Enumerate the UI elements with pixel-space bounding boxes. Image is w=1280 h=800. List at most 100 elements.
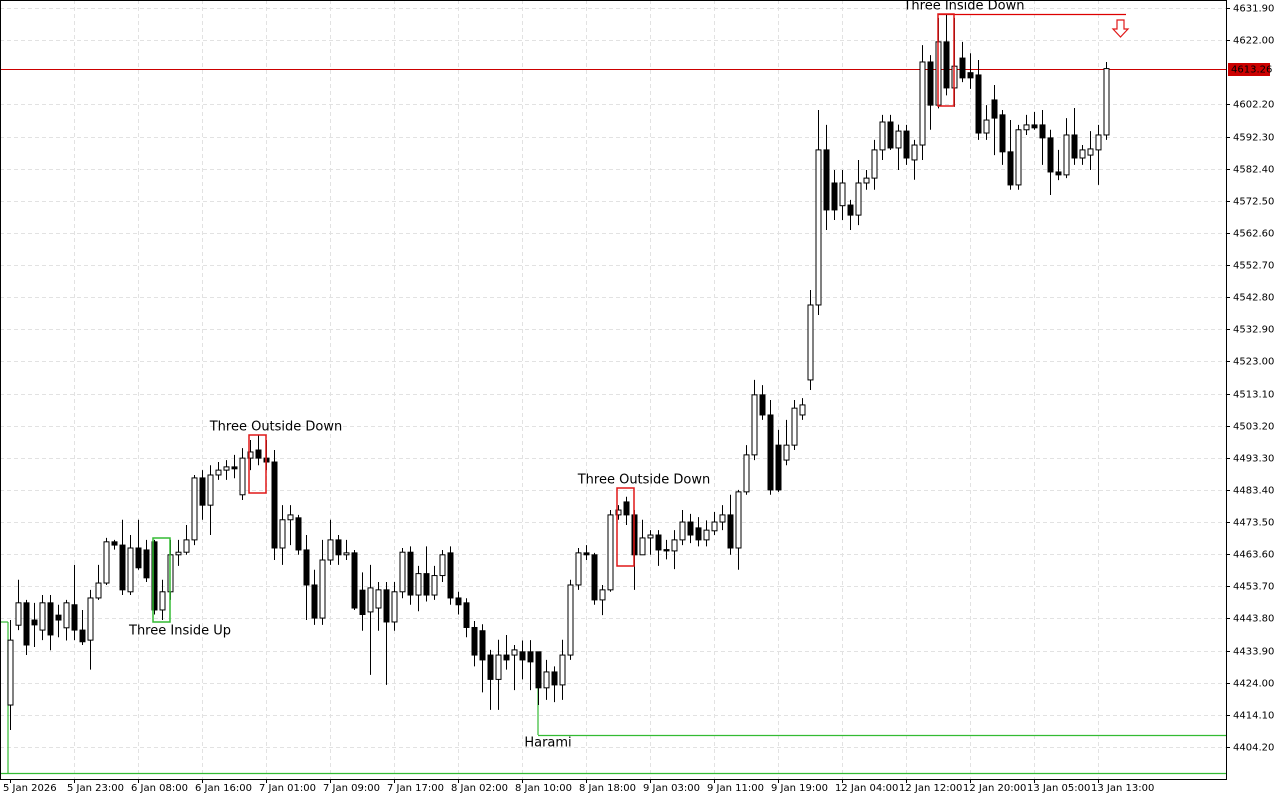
candle-body [911, 144, 918, 161]
candle-body [1079, 149, 1086, 159]
current-price-box [1228, 63, 1270, 76]
candle-body [711, 521, 718, 532]
y-tick-label: 4631.90 [1233, 4, 1274, 15]
candle-body [415, 573, 422, 596]
pattern-label: Three Outside Down [209, 420, 343, 435]
x-tick-label: 5 Jan 2026 [3, 783, 57, 794]
candle-body [1055, 171, 1062, 176]
candle-body [759, 394, 766, 416]
candle-body [535, 651, 542, 689]
candle-body [543, 671, 550, 689]
pattern-label: Harami [524, 736, 571, 751]
candle-body [1039, 124, 1046, 139]
candle-body [671, 539, 678, 552]
candle-body [591, 554, 598, 601]
candle-body [655, 534, 662, 551]
y-tick-label: 4424.00 [1233, 679, 1274, 690]
candle-body [439, 554, 446, 577]
candle-body [127, 547, 134, 593]
candle-body [727, 514, 734, 549]
x-tick-label: 8 Jan 18:00 [579, 783, 636, 794]
candle-body [863, 177, 870, 184]
candle-body [63, 602, 70, 629]
y-tick-label: 4523.00 [1233, 357, 1274, 368]
x-tick-label: 13 Jan 05:00 [1027, 783, 1090, 794]
candle-body [319, 559, 326, 619]
candle-body [743, 454, 750, 493]
candle-body [735, 491, 742, 549]
axes: 4631.90 4622.00 4602.20 4592.30 4582.40 4572.… [3, 4, 1274, 795]
candle-body [927, 61, 934, 106]
y-tick-label: 4473.50 [1233, 518, 1274, 529]
x-tick-label: 12 Jan 12:00 [899, 783, 962, 794]
y-tick-label: 4404.20 [1233, 743, 1274, 754]
candle-body [295, 517, 302, 551]
candle-body [879, 121, 886, 151]
candle-body [1103, 68, 1110, 136]
candle-body [31, 619, 38, 626]
candle-body [751, 394, 758, 456]
candle-body [607, 514, 614, 591]
candle-body [191, 477, 198, 541]
candle-body [87, 597, 94, 641]
candle-body [503, 654, 510, 661]
x-tick-label: 7 Jan 17:00 [387, 783, 444, 794]
candle-body [615, 509, 622, 516]
candle-body [423, 573, 430, 596]
candle-body [487, 654, 494, 680]
candle-body [391, 591, 398, 623]
levels [0, 13, 1226, 775]
candle-body [815, 149, 822, 306]
candle-body [1047, 137, 1054, 173]
candle-body [975, 74, 982, 134]
candle-body [7, 639, 14, 706]
candles [7, 14, 1110, 731]
x-tick-label: 5 Jan 23:00 [67, 783, 124, 794]
candle-body [895, 130, 902, 149]
candle-body [663, 549, 670, 552]
candle-body [255, 449, 262, 459]
y-tick-label: 4622.00 [1233, 36, 1274, 47]
y-tick-label: 4503.20 [1233, 422, 1274, 433]
candle-body [1087, 148, 1094, 156]
candle-body [583, 552, 590, 556]
candle-body [351, 552, 358, 609]
candle-body [983, 119, 990, 134]
candle-body [327, 539, 334, 561]
candle-body [559, 654, 566, 686]
candle-body [695, 527, 702, 541]
candle-body [703, 529, 710, 541]
y-tick-label: 4414.10 [1233, 711, 1274, 722]
candle-body [1007, 151, 1014, 186]
pattern-box [937, 13, 955, 107]
candle-body [839, 182, 846, 207]
y-tick-label: 4562.60 [1233, 229, 1274, 240]
y-tick-label: 4532.90 [1233, 325, 1274, 336]
candle-body [199, 477, 206, 506]
candle-body [239, 457, 246, 496]
candle-body [303, 549, 310, 586]
candle-body [271, 461, 278, 549]
pattern-box [616, 487, 635, 567]
candle-body [207, 474, 214, 506]
candle-body [823, 149, 830, 211]
candle-body [463, 602, 470, 628]
pattern-box [248, 434, 267, 494]
x-tick-label: 8 Jan 10:00 [515, 783, 572, 794]
pattern-box [152, 537, 171, 623]
y-tick-label: 4552.70 [1233, 261, 1274, 272]
candle-body [647, 534, 654, 539]
candle-body [119, 544, 126, 591]
candle-body [799, 404, 806, 416]
candle-body [95, 582, 102, 599]
y-tick-label: 4433.90 [1233, 647, 1274, 658]
annotations: Three Inside Up Three Outside Down Three… [128, 0, 1130, 751]
y-tick-label: 4443.80 [1233, 614, 1274, 625]
candle-body [151, 541, 158, 611]
candle-body [639, 537, 646, 556]
candle-body [215, 469, 222, 476]
candle-body [903, 130, 910, 159]
candle-body [783, 444, 790, 461]
candle-body [679, 521, 686, 541]
candle-body [519, 651, 526, 661]
